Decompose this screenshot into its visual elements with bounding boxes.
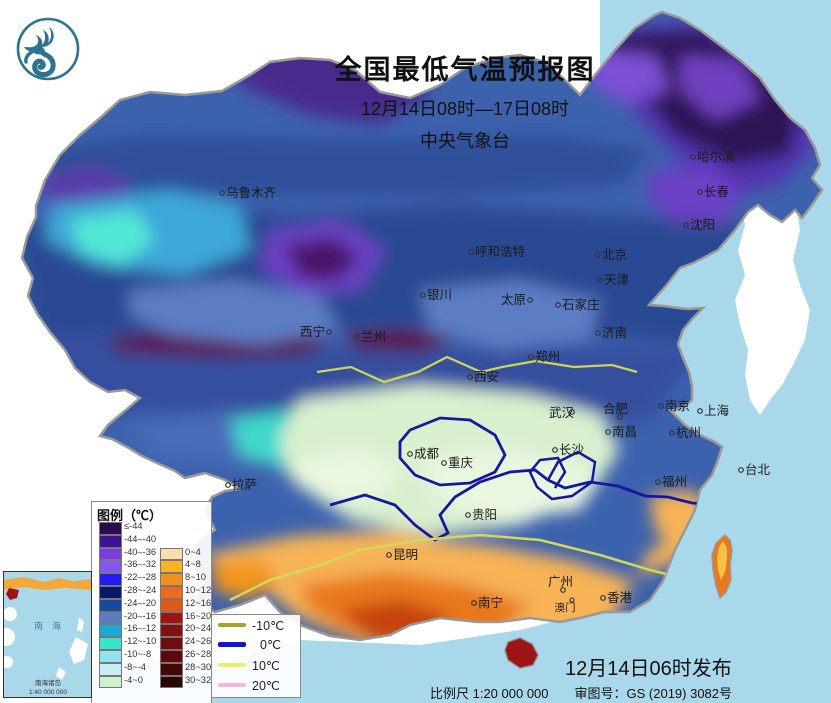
svg-text:广州: 广州 bbox=[548, 575, 573, 589]
svg-text:昆明: 昆明 bbox=[393, 548, 418, 562]
svg-text:重庆: 重庆 bbox=[448, 455, 474, 470]
svg-text:长沙: 长沙 bbox=[559, 443, 585, 457]
svg-text:成都: 成都 bbox=[414, 447, 440, 461]
svg-text:南京: 南京 bbox=[665, 398, 690, 413]
svg-text:南宁: 南宁 bbox=[478, 595, 503, 610]
svg-text:济南: 济南 bbox=[602, 325, 627, 340]
svg-text:上海: 上海 bbox=[704, 403, 730, 418]
svg-text:澳门: 澳门 bbox=[555, 601, 576, 614]
svg-text:贵阳: 贵阳 bbox=[472, 508, 497, 522]
svg-text:南海诸岛: 南海诸岛 bbox=[35, 678, 61, 687]
svg-text:乌鲁木齐: 乌鲁木齐 bbox=[226, 185, 277, 200]
svg-text:呼和浩特: 呼和浩特 bbox=[475, 244, 525, 259]
svg-text:西安: 西安 bbox=[474, 369, 499, 384]
svg-text:石家庄: 石家庄 bbox=[562, 297, 600, 312]
svg-text:武汉: 武汉 bbox=[549, 406, 575, 420]
svg-text:兰州: 兰州 bbox=[361, 330, 386, 344]
svg-text:1:40 000 000: 1:40 000 000 bbox=[29, 689, 67, 696]
svg-text:拉萨: 拉萨 bbox=[232, 477, 257, 492]
svg-text:南 海: 南 海 bbox=[34, 620, 61, 631]
svg-text:杭州: 杭州 bbox=[676, 425, 701, 440]
svg-text:南昌: 南昌 bbox=[612, 424, 637, 439]
svg-text:银川: 银川 bbox=[427, 288, 452, 302]
svg-text:福州: 福州 bbox=[662, 474, 687, 489]
svg-text:天津: 天津 bbox=[604, 273, 629, 287]
svg-text:沈阳: 沈阳 bbox=[690, 217, 715, 232]
svg-text:西宁: 西宁 bbox=[300, 324, 325, 339]
svg-text:太原: 太原 bbox=[501, 292, 526, 307]
svg-text:香港: 香港 bbox=[607, 591, 633, 605]
svg-text:北京: 北京 bbox=[602, 248, 627, 262]
svg-text:郑州: 郑州 bbox=[535, 349, 560, 364]
svg-text:长春: 长春 bbox=[704, 185, 730, 199]
svg-text:哈尔滨: 哈尔滨 bbox=[697, 149, 735, 164]
svg-text:台北: 台北 bbox=[745, 462, 771, 477]
svg-text:合肥: 合肥 bbox=[603, 401, 629, 416]
